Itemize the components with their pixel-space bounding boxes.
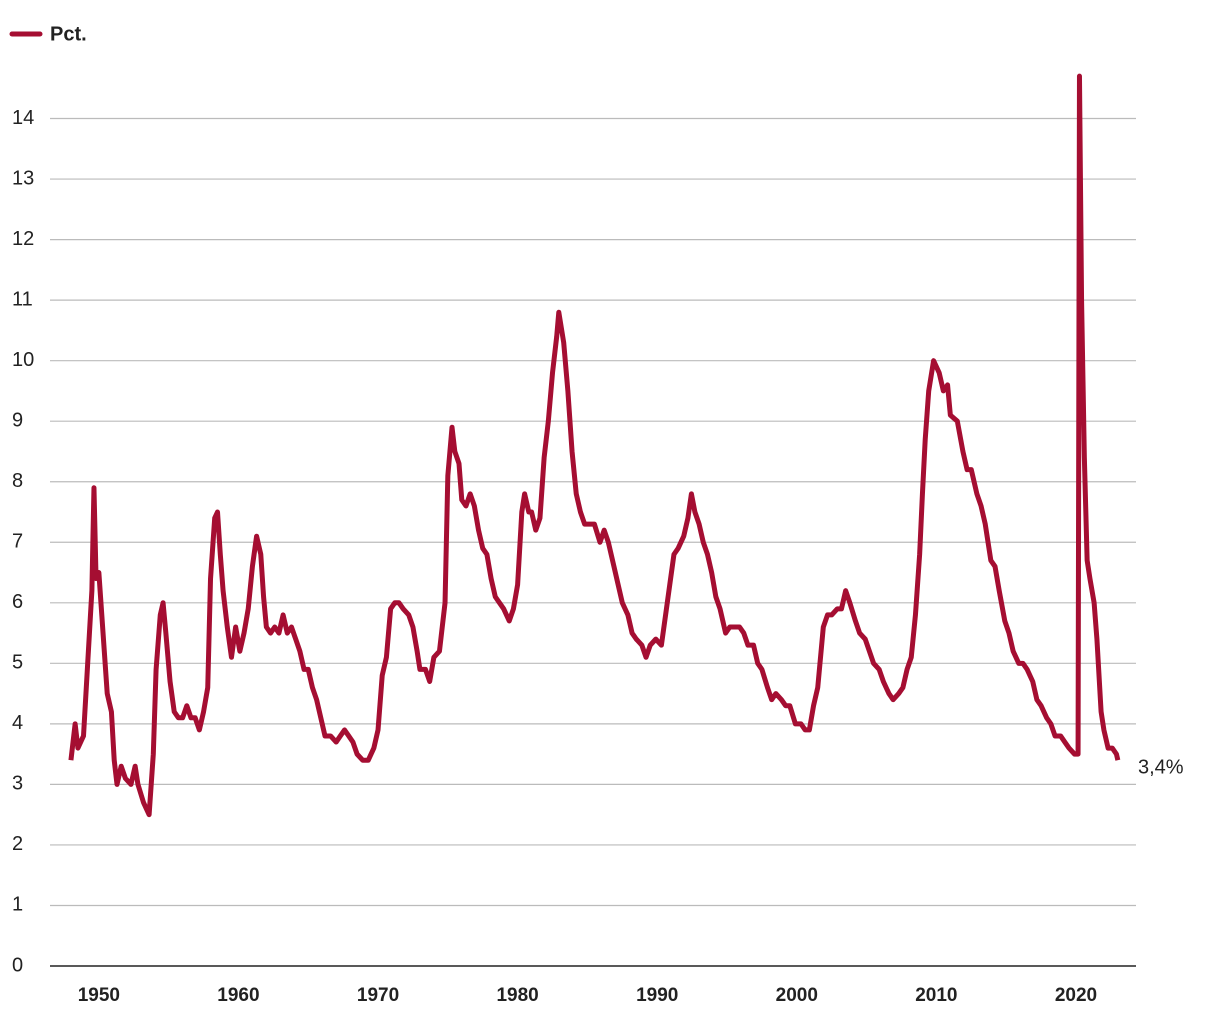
y-tick-label: 0: [12, 954, 23, 976]
y-tick-label: 13: [12, 167, 34, 189]
y-tick-label: 5: [12, 652, 23, 674]
y-tick-label: 12: [12, 228, 34, 250]
x-tick-label: 1980: [496, 985, 538, 1006]
y-tick-label: 11: [12, 288, 33, 310]
data-line: [68, 73, 1121, 818]
y-tick-label: 6: [12, 591, 23, 613]
x-tick-label: 2000: [776, 985, 818, 1006]
y-tick-label: 1: [12, 894, 23, 916]
x-tick-label: 2020: [1055, 985, 1097, 1006]
x-tick-label: 1950: [78, 985, 120, 1006]
x-tick-label: 2010: [915, 985, 957, 1006]
legend-label: Pct.: [50, 23, 87, 45]
x-tick-label: 1960: [217, 985, 259, 1006]
y-tick-label: 2: [12, 833, 23, 855]
y-tick-label: 10: [12, 349, 34, 371]
y-tick-label: 14: [12, 107, 34, 129]
y-tick-label: 4: [12, 712, 23, 734]
y-tick-label: 8: [12, 470, 23, 492]
x-tick-label: 1970: [357, 985, 399, 1006]
end-label: 3,4%: [1138, 756, 1184, 778]
y-tick-label: 7: [12, 531, 23, 553]
y-tick-label: 9: [12, 409, 23, 431]
y-tick-label: 3: [12, 773, 23, 795]
x-tick-label: 1990: [636, 985, 678, 1006]
